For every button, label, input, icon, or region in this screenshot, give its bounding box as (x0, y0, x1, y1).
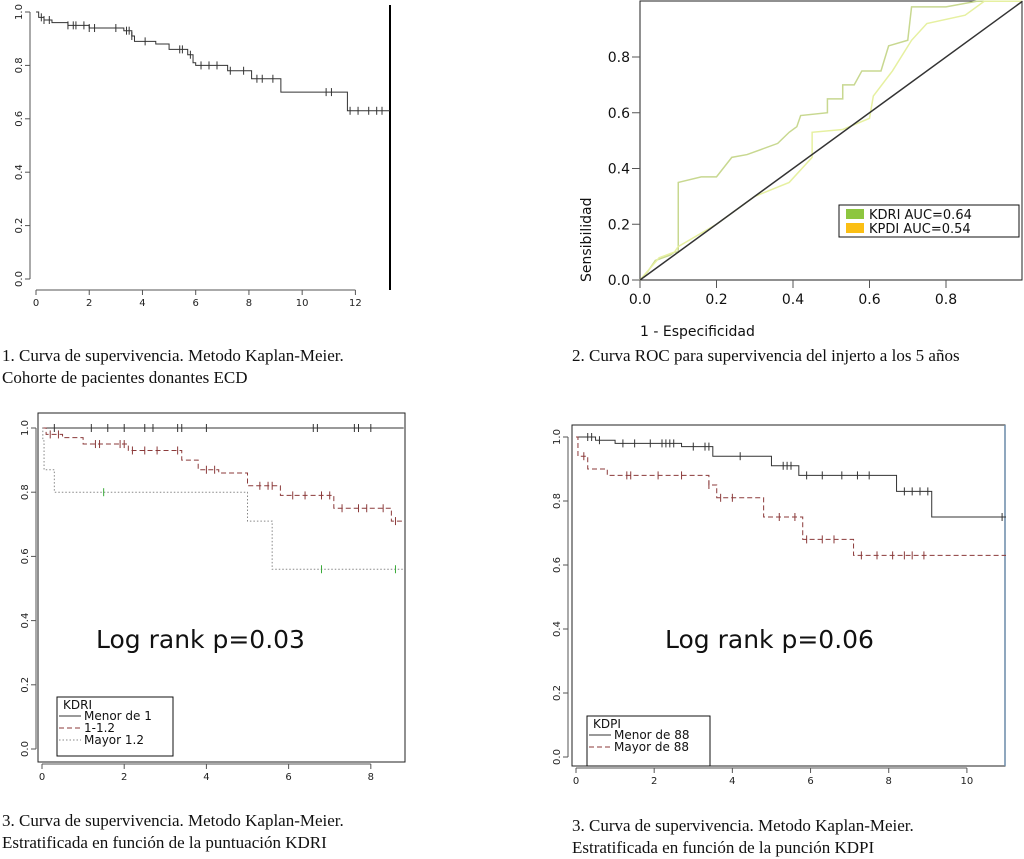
y-tick-label: 0.2 (20, 677, 31, 693)
x-tick-label: 10 (296, 298, 309, 309)
caption-3: 3. Curva de supervivencia. Metodo Kaplan… (2, 810, 344, 854)
y-tick-label: 1.0 (20, 420, 31, 436)
x-tick-label: 0 (33, 298, 39, 309)
y-tick-label: 0.0 (14, 271, 25, 287)
chart-3: 0 2 4 6 8 0.0 0.2 0.4 0.6 0.8 1.0 Log rank p=0.03 KD… (20, 412, 406, 783)
y-tick-label: 1.0 (552, 429, 563, 445)
legend-swatch (846, 223, 864, 233)
y-tick-label: 0.4 (14, 164, 25, 180)
series-line (639, 0, 1023, 281)
caption-line: 1. Curva de supervivencia. Metodo Kaplan… (2, 346, 344, 365)
caption-1: 1. Curva de supervivencia. Metodo Kaplan… (2, 345, 344, 389)
x-tick-label: 8 (246, 298, 252, 309)
x-tick-label: 2 (86, 298, 92, 309)
x-tick-label: 2 (651, 776, 657, 787)
caption-line: 3. Curva de supervivencia. Metodo Kaplan… (572, 816, 914, 835)
caption-line: 3. Curva de supervivencia. Metodo Kaplan… (2, 811, 344, 830)
legend-swatch (846, 209, 864, 219)
series-line (639, 0, 1023, 281)
x-tick-label: 0.6 (858, 292, 880, 308)
x-tick-label: 0.8 (935, 292, 957, 308)
series-line (639, 0, 1023, 281)
legend-box (838, 204, 1020, 238)
x-tick-label: 12 (349, 298, 362, 309)
legend-label: KDRI AUC=0.64 (869, 208, 972, 223)
log-rank-annotation: Log rank p=0.03 (96, 625, 305, 654)
x-tick-label: 6 (193, 298, 199, 309)
caption-line: 2. Curva ROC para supervivencia del inje… (572, 346, 960, 365)
y-tick-label: 0.2 (552, 685, 563, 701)
log-rank-annotation: Log rank p=0.06 (665, 625, 874, 654)
y-axis-label: Sensibilidad (579, 198, 595, 282)
chart-1: 0 2 4 6 8 10 12 0.0 0.2 0.4 0.6 0.8 1.0 (14, 4, 391, 309)
x-tick-label: 2 (121, 772, 127, 783)
legend-label: Menor de 1 (84, 709, 152, 723)
x-tick-label: 0.2 (705, 292, 727, 308)
y-tick-label: 0.6 (552, 557, 563, 573)
legend-label: KPDI AUC=0.54 (869, 222, 971, 237)
caption-line: Estratificada en función de la punción K… (572, 838, 875, 857)
y-tick-label: 0.2 (608, 217, 630, 233)
y-tick-label: 1.0 (14, 4, 25, 20)
y-tick-label: 0.6 (20, 548, 31, 564)
caption-line: Estratificada en función de la puntuació… (2, 833, 327, 852)
legend-label: Menor de 88 (614, 728, 690, 742)
legend-title: KDPI (593, 717, 621, 731)
x-tick-label: 6 (285, 772, 291, 783)
x-tick-label: 4 (203, 772, 209, 783)
legend-label: Mayor de 88 (614, 740, 689, 754)
chart-2: 0.0 0.2 0.4 0.6 0.8 0.0 0.2 0.4 0.6 0.8 1 - Especi… (579, 0, 1023, 340)
y-tick-label: 0.6 (608, 106, 630, 122)
caption-4: 3. Curva de supervivencia. Metodo Kaplan… (572, 815, 914, 859)
y-tick-label: 0.4 (20, 613, 31, 629)
y-tick-label: 0.4 (552, 621, 563, 637)
y-tick-label: 0.8 (14, 57, 25, 73)
y-tick-label: 0.8 (552, 493, 563, 509)
x-tick-label: 8 (886, 776, 892, 787)
x-tick-label: 6 (807, 776, 813, 787)
legend-label: Mayor 1.2 (84, 733, 144, 747)
series-line (42, 427, 404, 570)
y-tick-label: 0.4 (608, 162, 630, 178)
x-tick-label: 4 (139, 298, 145, 309)
y-tick-label: 0.8 (20, 484, 31, 500)
y-tick-label: 0.6 (14, 111, 25, 127)
caption-2: 2. Curva ROC para supervivencia del inje… (572, 345, 960, 367)
plot-frame (571, 424, 1006, 767)
x-tick-label: 0 (573, 776, 579, 787)
plot-frame (37, 412, 406, 763)
x-tick-label: 8 (368, 772, 374, 783)
plot-frame (639, 0, 1023, 281)
series-line (36, 11, 390, 112)
y-tick-label: 0.0 (608, 273, 630, 289)
x-tick-label: 0.0 (629, 292, 651, 308)
x-tick-label: 4 (729, 776, 735, 787)
legend-title: KDRI (63, 698, 92, 712)
series-line (576, 436, 1006, 556)
y-tick-label: 0.0 (20, 741, 31, 757)
x-tick-label: 0.4 (782, 292, 804, 308)
chart-4: 0 2 4 6 8 10 0.0 0.2 0.4 0.6 0.8 1.0 Log rank p=0.06… (552, 424, 1006, 787)
y-tick-label: 0.8 (608, 50, 630, 66)
y-tick-label: 0.0 (552, 749, 563, 765)
series-line (42, 427, 404, 522)
x-tick-label: 10 (961, 776, 974, 787)
series-line (576, 436, 1006, 518)
legend-box (56, 696, 174, 757)
x-tick-label: 0 (39, 772, 45, 783)
legend-label: 1-1.2 (84, 721, 115, 735)
y-tick-label: 0.2 (14, 218, 25, 234)
x-axis-label: 1 - Especificidad (640, 324, 755, 340)
caption-line: Cohorte de pacientes donantes ECD (2, 368, 248, 387)
legend-box (586, 715, 711, 767)
